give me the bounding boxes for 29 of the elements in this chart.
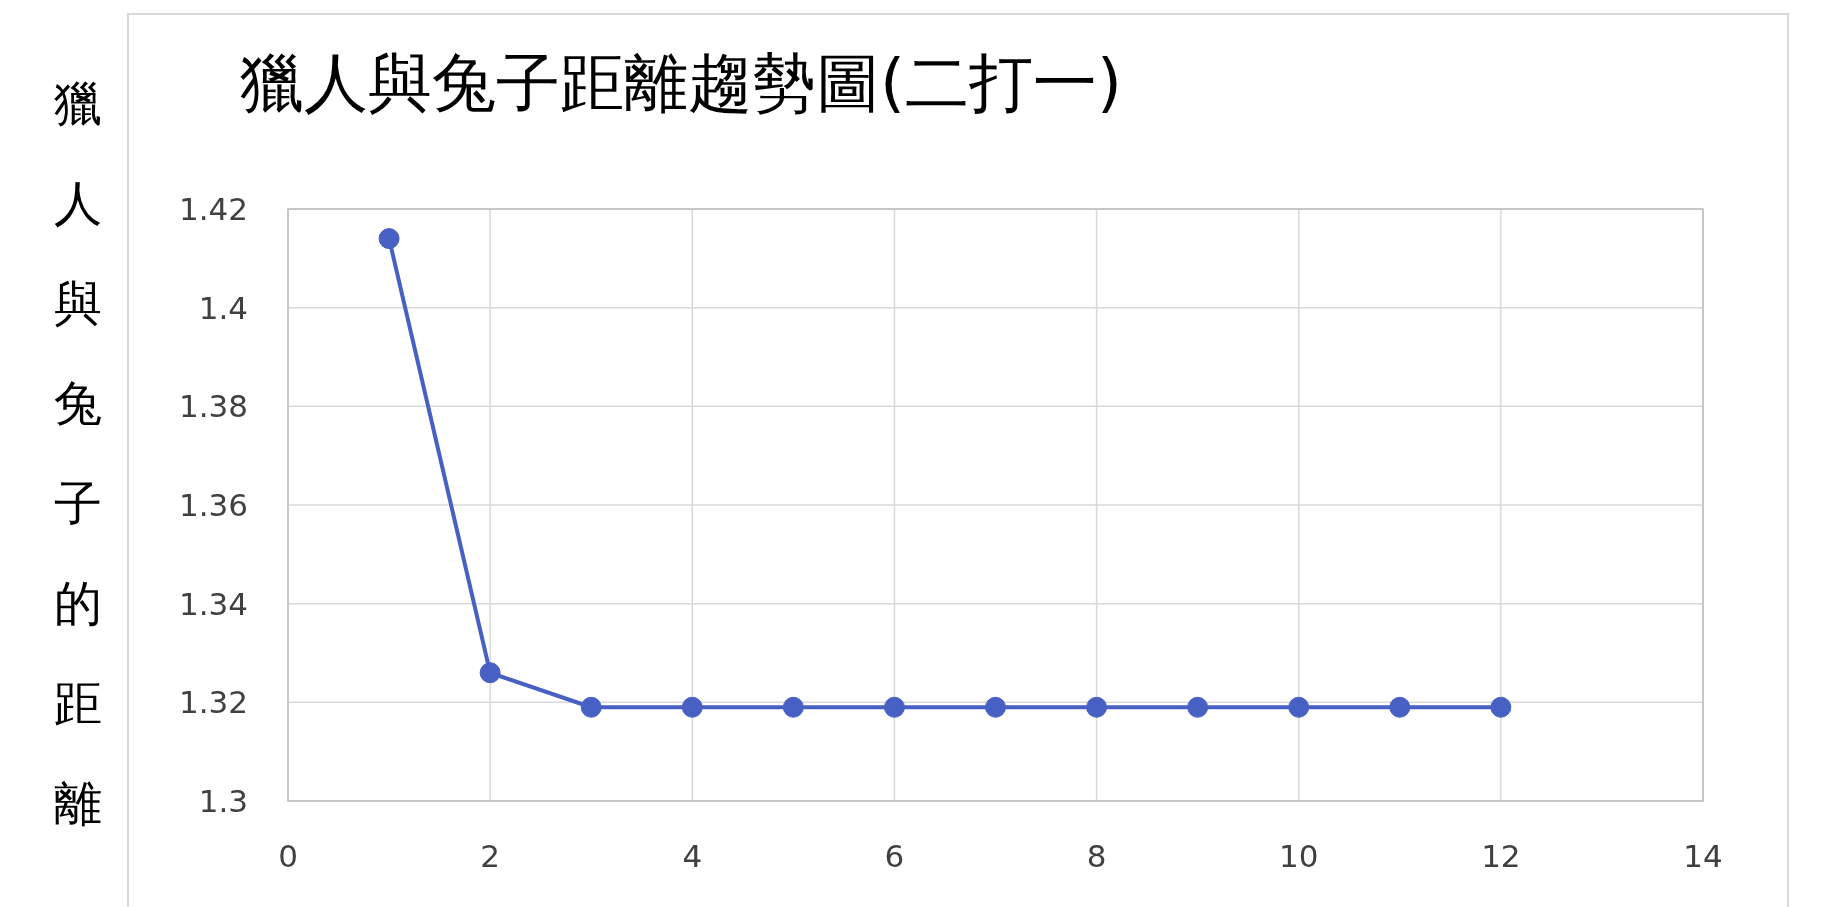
- y-tick-label: 1.34: [178, 585, 248, 622]
- point: [479, 662, 501, 684]
- x-tick-label: 12: [1481, 838, 1521, 874]
- y-tick-label: 1.38: [178, 388, 248, 425]
- x-tick-label: 6: [884, 838, 905, 874]
- y-tick-label: 1.4: [198, 289, 248, 326]
- point: [782, 696, 804, 718]
- point: [378, 228, 400, 250]
- x-tick-label: 4: [682, 838, 703, 874]
- x-tick-label: 14: [1683, 838, 1723, 874]
- point: [1389, 696, 1411, 718]
- x-tick-label: 0: [278, 838, 298, 874]
- chart-title: 獵人與兔子距離趨勢圖(二打一): [240, 46, 1122, 120]
- y-tick-label: 1.42: [178, 191, 248, 227]
- point: [580, 696, 602, 718]
- point: [1288, 696, 1310, 718]
- y-tick-label: 1.36: [178, 487, 248, 523]
- point: [1490, 696, 1512, 718]
- point: [1086, 696, 1108, 718]
- point: [681, 696, 703, 718]
- point: [1187, 696, 1209, 718]
- y-tick-label: 1.3: [198, 783, 248, 819]
- x-tick-label: 2: [480, 838, 501, 874]
- x-tick-label: 8: [1086, 838, 1107, 874]
- point: [985, 696, 1006, 718]
- y-tick-label: 1.32: [178, 684, 248, 721]
- x-tick-label: 10: [1278, 838, 1319, 874]
- y-axis-title: 獵人與兔子的距離: [54, 75, 102, 831]
- point: [883, 696, 905, 718]
